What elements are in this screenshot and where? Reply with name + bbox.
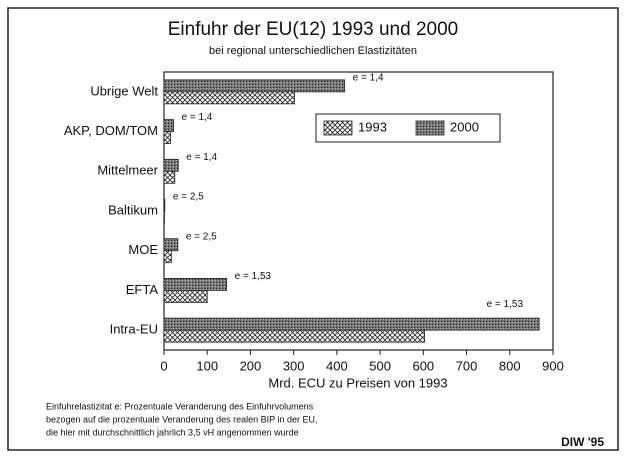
bar <box>164 318 539 330</box>
x-tick-label: 300 <box>283 358 305 373</box>
bar <box>164 120 174 132</box>
bar <box>164 159 178 171</box>
subtitle: bei regional unterschiedlichen Elastizit… <box>209 45 417 57</box>
x-tick-label: 500 <box>369 358 391 373</box>
x-tick-label: 800 <box>499 358 521 373</box>
bar <box>164 199 165 211</box>
x-tick-label: 400 <box>326 358 348 373</box>
y-tick-label: EFTA <box>126 282 159 297</box>
footnote: die hier mit durchschnittlich jahrlich 3… <box>46 427 299 437</box>
bar <box>164 251 171 263</box>
legend-swatch <box>416 121 444 135</box>
footnote: bezogen auf die prozentuale Veranderung … <box>46 414 318 424</box>
y-tick-label: Ubrige Welt <box>90 83 158 98</box>
annotation: e = 2,5 <box>186 231 217 242</box>
x-tick-label: 600 <box>412 358 434 373</box>
annotation: e = 1,4 <box>186 152 217 163</box>
x-tick-label: 0 <box>160 358 167 373</box>
y-tick-label: AKP, DOM/TOM <box>64 123 158 138</box>
bar <box>164 171 175 183</box>
x-tick-label: 900 <box>542 358 564 373</box>
y-tick-label: Intra-EU <box>110 322 158 337</box>
x-tick-label: 200 <box>240 358 262 373</box>
annotation: e = 1,4 <box>353 72 384 83</box>
bar <box>164 330 425 342</box>
legend-label: 2000 <box>450 119 479 134</box>
bar <box>164 278 227 290</box>
x-axis-label: Mrd. ECU zu Preisen von 1993 <box>268 375 447 390</box>
x-tick-label: 100 <box>196 358 218 373</box>
y-tick-label: MOE <box>128 242 158 257</box>
annotation: e = 1,4 <box>182 112 213 123</box>
footnote: Einfuhrelastizitat e: Prozentuale Verand… <box>46 401 314 411</box>
bar <box>164 92 295 104</box>
legend-label: 1993 <box>358 119 387 134</box>
legend-swatch <box>324 121 352 135</box>
x-tick-label: 700 <box>456 358 478 373</box>
bar <box>164 290 207 302</box>
y-tick-label: Baltikum <box>108 202 158 217</box>
chart-title: Einfuhr der EU(12) 1993 und 2000 <box>168 19 458 40</box>
annotation: e = 2,5 <box>173 192 204 203</box>
bar <box>164 132 170 144</box>
y-tick-label: Mittelmeer <box>97 163 158 178</box>
source: DIW '95 <box>561 435 604 449</box>
bar <box>164 239 178 251</box>
annotation: e = 1,53 <box>235 271 272 282</box>
bar <box>164 80 345 92</box>
annotation: e = 1,53 <box>487 299 524 310</box>
